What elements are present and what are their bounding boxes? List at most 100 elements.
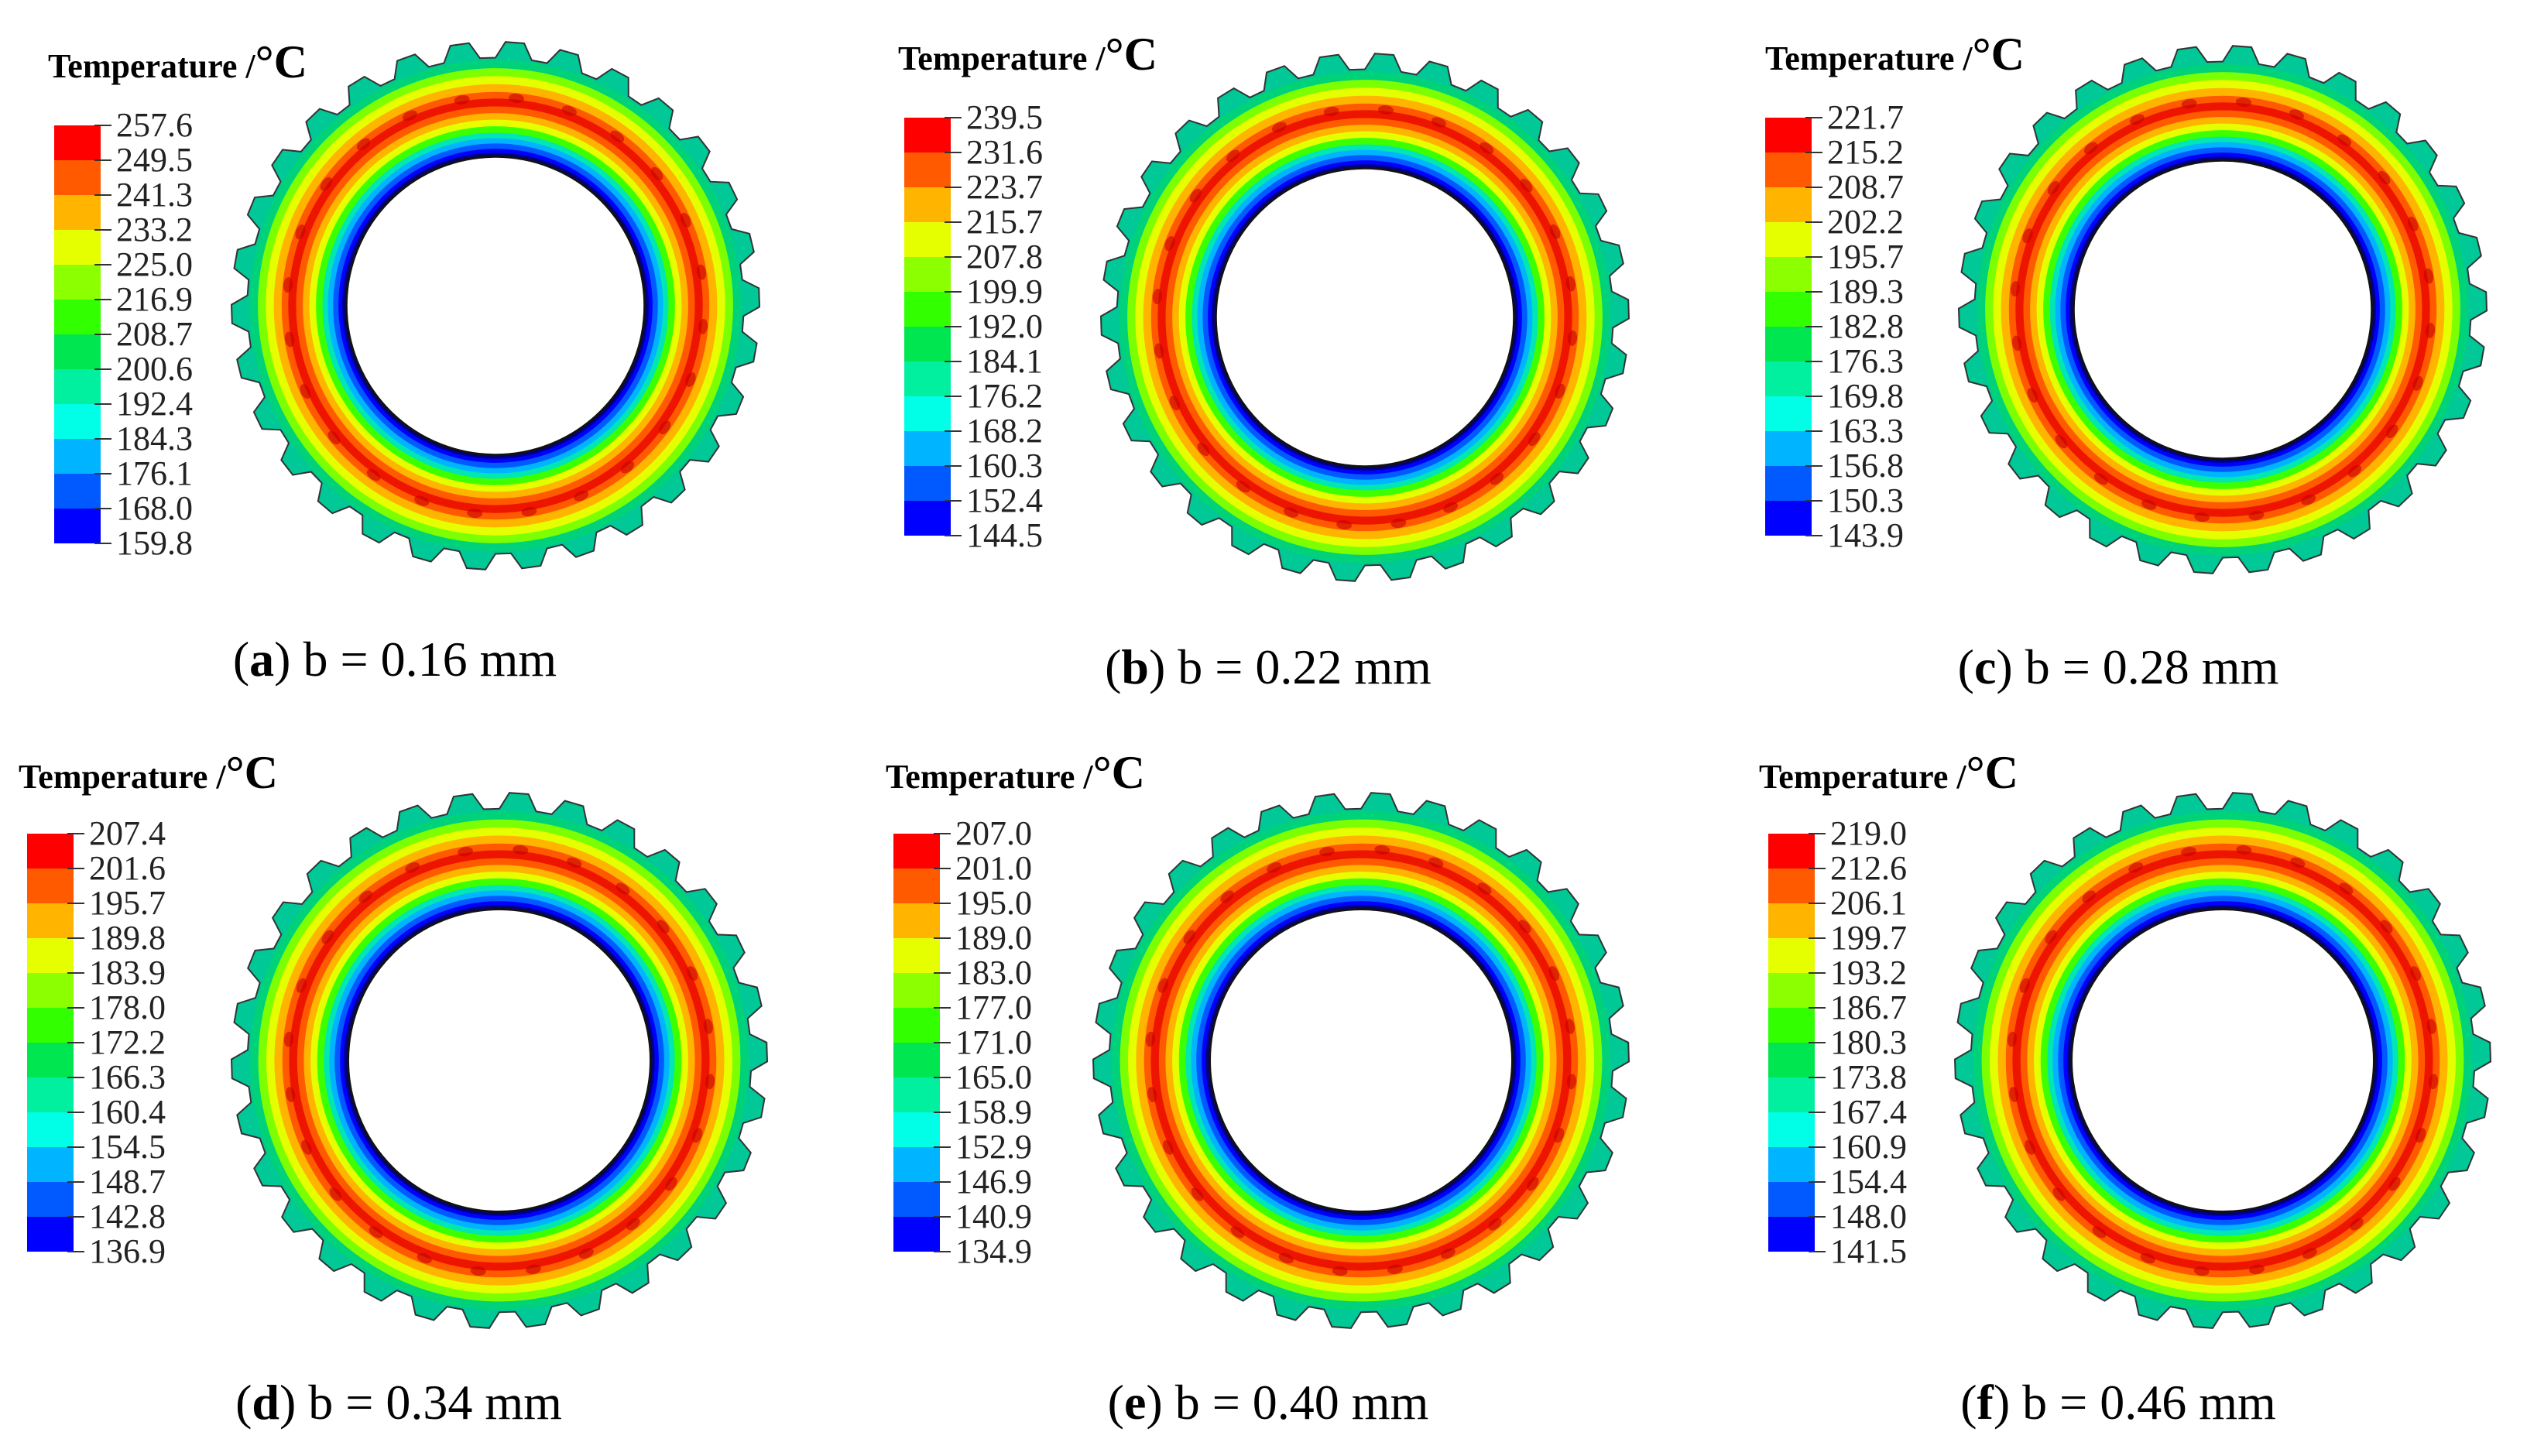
legend-color-band	[27, 1077, 74, 1112]
hot-spot	[2193, 1266, 2210, 1276]
hot-spot	[1169, 396, 1181, 411]
inner-hole	[1214, 166, 1516, 468]
legend-color-band	[27, 868, 74, 903]
legend-title: Temperature /°C	[898, 31, 1157, 77]
legend-tick-label: 195.0	[955, 884, 1032, 922]
legend-tick-label: 176.1	[116, 454, 193, 492]
hot-spot	[696, 264, 707, 280]
legend-color-band	[904, 222, 951, 257]
hot-spot	[1565, 1019, 1575, 1034]
panel-b: Temperature /°C 239.5 231.6 223.7 215.7 207.…	[842, 0, 1685, 728]
legend-color-band	[1768, 938, 1815, 973]
legend-color-band	[54, 509, 101, 543]
legend-color-band	[1768, 973, 1815, 1008]
hot-spot	[1284, 507, 1299, 518]
legend-tick-label: 146.9	[955, 1163, 1032, 1201]
inner-hole	[345, 155, 646, 457]
hot-spot	[2045, 930, 2057, 944]
legend-tick-label: 142.8	[89, 1197, 166, 1235]
hot-spot	[2407, 216, 2419, 231]
hot-spot	[356, 138, 371, 151]
legend-tick-label: 171.0	[955, 1023, 1032, 1061]
legend-tick-label: 193.2	[1830, 954, 1907, 992]
hot-spot	[286, 1087, 296, 1102]
legend-tick-label: 208.7	[116, 315, 193, 353]
hot-spot	[665, 1177, 677, 1191]
hot-spot	[685, 372, 696, 387]
hot-spot	[1374, 844, 1390, 855]
hot-spot	[2249, 1264, 2265, 1274]
hot-spot	[687, 966, 698, 982]
hot-spot	[2426, 1019, 2436, 1034]
hot-spot	[2347, 464, 2362, 478]
legend-color-band	[893, 1147, 940, 1182]
legend-tick-label: 189.0	[955, 919, 1032, 957]
hot-spot	[414, 495, 430, 506]
hot-spot	[1236, 481, 1250, 493]
hot-spot	[567, 857, 582, 868]
caption-text: b = 0.34 mm	[296, 1375, 562, 1430]
hot-spot	[2141, 499, 2157, 510]
hot-spot	[1336, 519, 1353, 530]
hot-spot	[1377, 104, 1394, 115]
hot-spot	[300, 1139, 312, 1155]
legend-tick-label: 206.1	[1830, 884, 1907, 922]
legend-title: Temperature /°C	[886, 749, 1145, 796]
hot-spot	[1555, 383, 1565, 399]
panel-f: Temperature /°C 219.0 212.6 206.1 199.7 193.…	[1685, 728, 2527, 1455]
legend-tick-label: 173.8	[1830, 1058, 1907, 1096]
legend-color-band	[54, 334, 101, 369]
legend-tick-label: 134.9	[955, 1232, 1032, 1270]
legend-tick-label: 223.7	[966, 168, 1043, 206]
legend-tick-label: 183.0	[955, 954, 1032, 992]
legend-color-band	[54, 265, 101, 300]
hot-spot	[283, 277, 293, 293]
hot-spot	[1332, 1266, 1348, 1276]
hot-spot	[2380, 920, 2393, 934]
caption-letter: a	[249, 632, 275, 687]
hot-spot	[2428, 1074, 2439, 1090]
hot-spot	[2248, 510, 2265, 521]
panel-d: Temperature /°C 207.4 201.6 195.7 189.8 183.…	[0, 728, 842, 1455]
legend-color-band	[27, 973, 74, 1008]
legend-color-band	[904, 187, 951, 222]
hot-spot	[2412, 375, 2423, 391]
hot-spot	[2290, 857, 2306, 868]
legend-tick-label: 231.6	[966, 133, 1043, 171]
legend-unit: °C	[255, 36, 307, 87]
legend-color-band	[27, 1043, 74, 1077]
hot-spot	[2047, 180, 2059, 195]
legend-unit: °C	[1966, 747, 2018, 798]
hot-spot	[2415, 1128, 2426, 1143]
hot-spot	[329, 1187, 342, 1201]
legend-tick-label: 221.7	[1827, 98, 1904, 136]
legend-color-band	[904, 431, 951, 466]
legend-tick-label: 186.7	[1830, 988, 1907, 1026]
inner-hole	[2070, 908, 2375, 1213]
hot-spot	[458, 847, 473, 857]
hot-spot	[2010, 281, 2021, 297]
hot-spot	[1319, 847, 1335, 857]
legend-tick-label: 195.7	[1827, 238, 1904, 276]
legend-tick-label: 160.3	[966, 447, 1043, 485]
hot-spot	[1183, 930, 1195, 944]
hot-spot	[650, 166, 663, 181]
caption-text: b = 0.16 mm	[290, 632, 557, 687]
legend-tick-label: 212.6	[1830, 849, 1907, 887]
legend-color-band	[904, 327, 951, 361]
legend-title: Temperature /°C	[1765, 31, 2025, 77]
hot-spot	[705, 1074, 715, 1090]
legend-color-band	[1768, 903, 1815, 938]
legend-color-band	[1765, 257, 1812, 292]
hot-spot	[1477, 882, 1492, 895]
legend-tick-label: 163.3	[1827, 412, 1904, 450]
legend-color-band	[904, 257, 951, 292]
hot-spot	[1323, 106, 1339, 117]
legend-tick-label: 219.0	[1830, 814, 1907, 852]
legend-unit: °C	[225, 747, 278, 798]
hot-spot	[1154, 343, 1164, 359]
legend-color-band	[54, 230, 101, 265]
hot-spot	[2093, 473, 2108, 485]
hot-spot	[417, 1252, 432, 1264]
legend-color-band	[893, 834, 940, 868]
